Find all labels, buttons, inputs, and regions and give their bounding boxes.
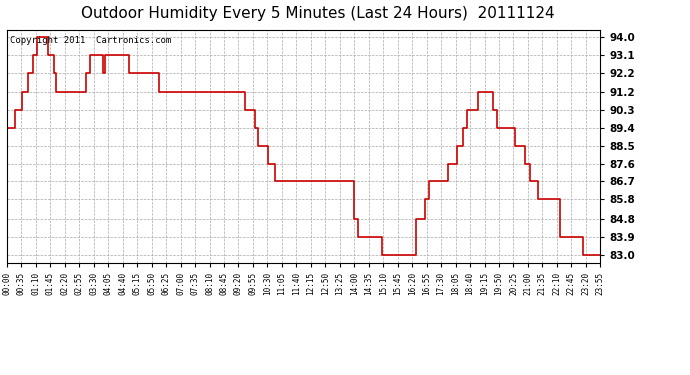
Text: Outdoor Humidity Every 5 Minutes (Last 24 Hours)  20111124: Outdoor Humidity Every 5 Minutes (Last 2…: [81, 6, 554, 21]
Text: Copyright 2011  Cartronics.com: Copyright 2011 Cartronics.com: [10, 36, 171, 45]
